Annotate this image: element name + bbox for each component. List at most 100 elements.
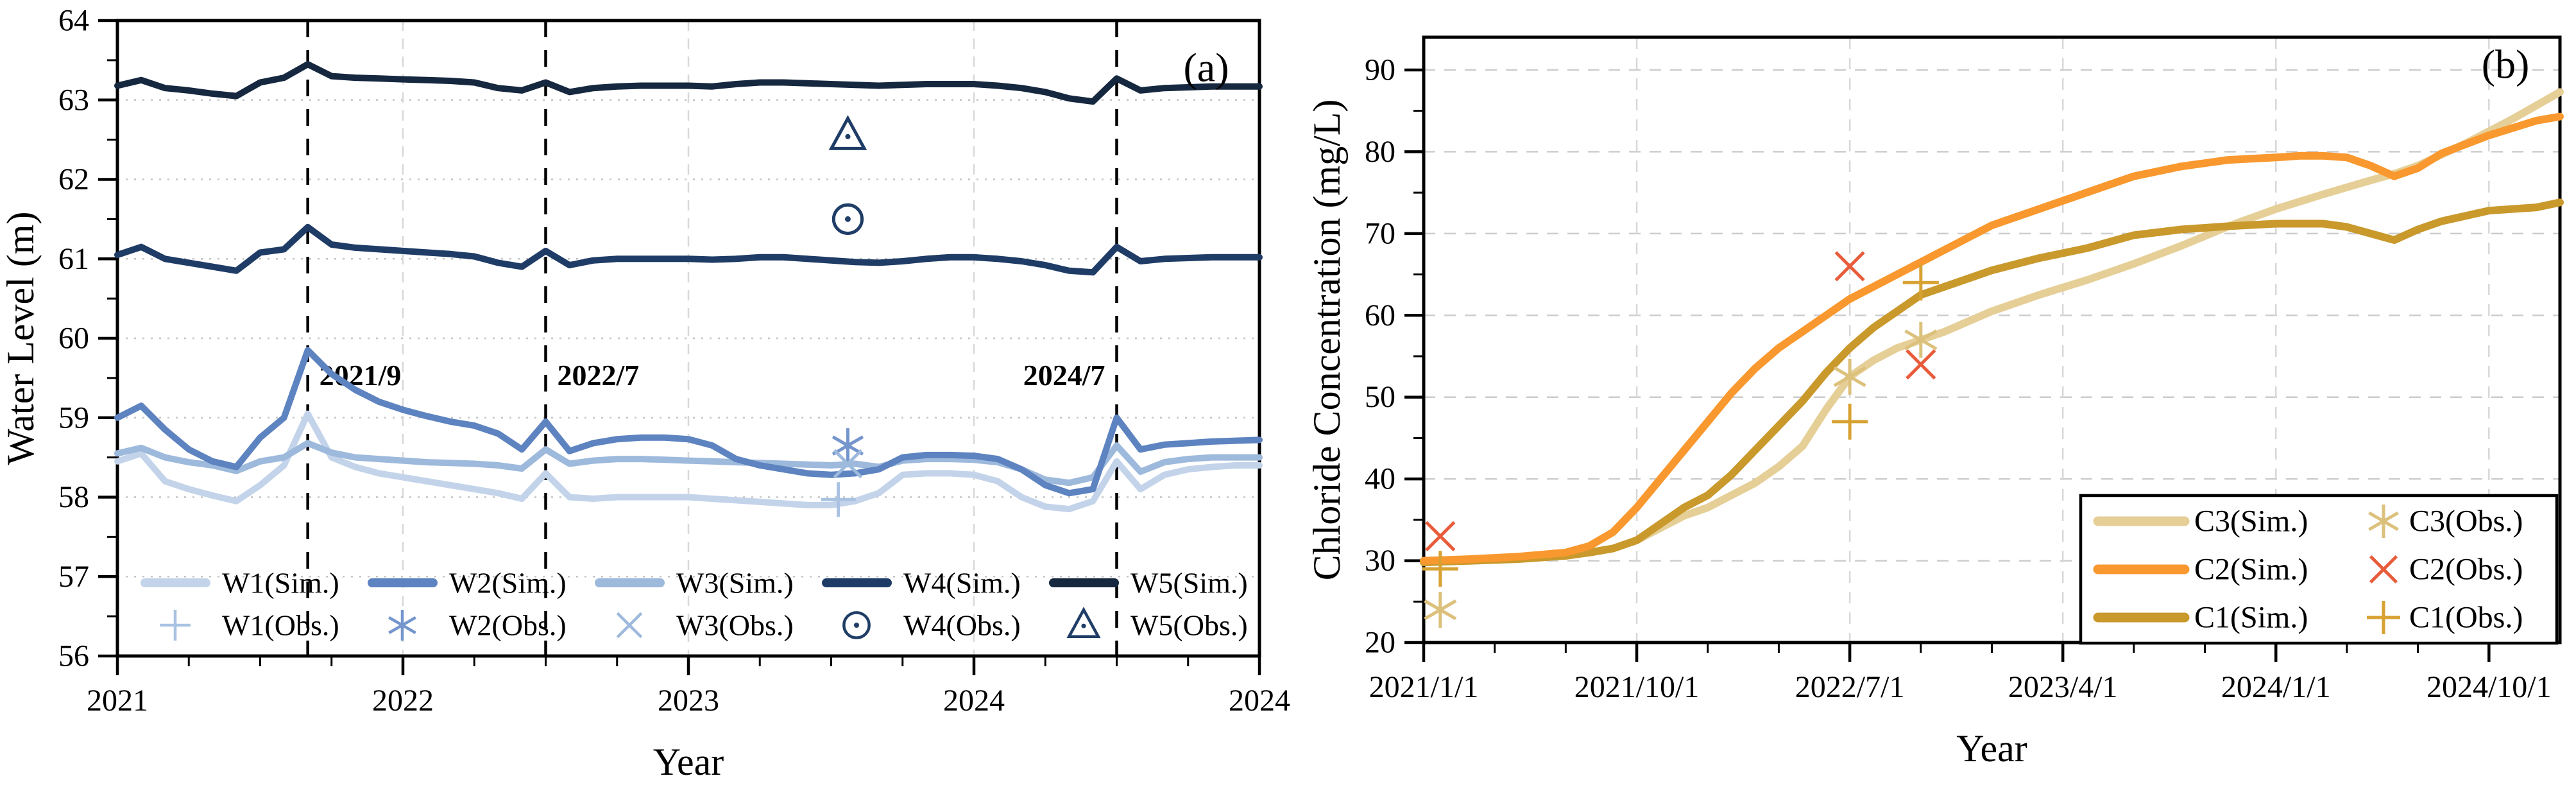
obs-marker-C3(Obs.) [1833,358,1866,395]
x-tick-label: 2021 [87,684,148,718]
obs-marker-W4(Obs.)-dot [844,216,851,222]
y-tick-label: 80 [1365,135,1395,169]
y-tick-label: 60 [1365,298,1395,332]
y-tick-label: 50 [1365,380,1395,414]
obs-marker-W2(Obs.) [832,428,864,463]
legend-label: C3(Sim.) [2194,505,2308,539]
x-tick-label: 2023/4/1 [2008,670,2118,704]
x-tick-label: 2023 [658,684,719,718]
y-tick-label: 61 [58,242,89,276]
x-tick-label: 2024 [943,684,1005,718]
legend-marker-W3(Obs.)-stroke [616,612,643,639]
legend-label: W3(Sim.) [676,567,794,600]
obs-marker-C1(Obs.) [1832,403,1868,440]
y-tick-label: 63 [58,83,89,117]
x-axis-title: Year [653,741,724,783]
obs-marker-W1(Obs.) [821,482,856,517]
panel-b: 20 30 40 50 60 70 80 90 2021/1/1 2021/10/1 2022/7/… [1306,35,2564,770]
legend-label: C2(Obs.) [2409,553,2523,587]
legend-label: W2(Obs.) [449,609,567,642]
series-line-W5(Sim.) [114,61,1263,105]
annotation-label: 2024/7 [1023,359,1105,392]
obs-marker-C3(Obs.) [1904,322,1938,358]
legend-label: C1(Obs.) [2409,601,2523,635]
x-tick-label: 2024 [1229,684,1290,718]
obs-marker-C1(Obs.) [1902,264,1939,301]
legend-label: W5(Sim.) [1130,567,1248,600]
obs-marker-W2(Obs.)-stroke [832,435,864,456]
y-tick-label: 30 [1365,544,1395,578]
obs-marker-C2(Obs.) [1906,349,1936,380]
y-tick-label: 70 [1365,216,1395,250]
x-tick-label: 2024/10/1 [2427,670,2552,704]
x-tick-label: 2022/7/1 [1795,670,1905,704]
obs-marker-W4(Obs.)-circle [832,203,864,236]
series-line-C1(Sim.) [1420,198,2564,567]
legend-label: C3(Obs.) [2409,505,2523,539]
y-tick-label: 60 [58,322,89,356]
legend-marker-C2(Obs.) [2369,555,2398,584]
series-line-C3(Sim.) [1420,88,2564,565]
y-tick-label: 20 [1365,626,1395,660]
obs-marker-C2(Obs.) [1834,251,1865,282]
legend-label: W2(Sim.) [449,567,567,600]
legend-marker-W4(Obs.) [842,611,871,639]
series-line-W4(Sim.) [114,223,1263,276]
obs-marker-W5(Obs.)-triangle [828,115,867,150]
obs-marker-W5(Obs.) [828,115,867,150]
obs-marker-C3(Obs.)-stroke [1424,599,1457,621]
legend-label: W1(Sim.) [222,567,339,600]
series-line-W1(Sim.) [114,410,1263,513]
y-tick-label: 56 [58,639,89,673]
x-tick-label: 2022 [372,684,434,718]
legend-label: W1(Obs.) [222,609,339,642]
panel-a: 56 57 58 59 60 61 62 63 64 2021 2022 2023 2024 2024 Ye… [0,4,1290,784]
y-axis-title: Chloride Concentration (mg/L) [1306,99,1348,581]
series-line-W2(Sim.) [114,347,1263,497]
obs-marker-W3(Obs.) [833,449,863,479]
y-tick-label: 40 [1365,462,1395,496]
y-tick-label: 59 [58,401,89,435]
obs-marker-C2(Obs.)-stroke [1834,251,1865,282]
legend-marker-W5(Obs.)-dot [1081,623,1086,628]
legend-label: W3(Obs.) [676,609,794,642]
legend-marker-W4(Obs.)-circle [842,611,871,639]
y-tick-label: 62 [58,162,89,196]
legend-marker-W5(Obs.) [1066,607,1101,639]
legend-label: C1(Sim.) [2194,601,2308,635]
obs-marker-C1(Obs.) [1422,551,1458,587]
obs-marker-C3(Obs.)-stroke [1904,329,1938,350]
legend-marker-C2(Obs.)-stroke [2369,555,2398,584]
y-tick-label: 57 [58,560,89,594]
x-tick-label: 2021/1/1 [1369,670,1479,704]
legend-marker-W1(Obs.) [160,610,191,641]
annotation-label: 2022/7 [558,359,640,392]
y-tick-label: 58 [58,480,89,514]
x-tick-label: 2021/10/1 [1574,670,1700,704]
obs-marker-C3(Obs.)-stroke [1833,366,1866,388]
legend-marker-W3(Obs.) [616,612,643,639]
obs-marker-W4(Obs.) [832,203,864,236]
series-line-C2(Sim.) [1420,112,2564,565]
y-tick-label: 64 [58,4,89,38]
panel-label: (b) [2482,42,2530,87]
y-axis-title: Water Level (m) [0,212,42,465]
y-tick-label: 90 [1365,53,1395,87]
legend-label: W4(Obs.) [903,609,1021,642]
legend-marker-C3(Obs.)-stroke [2368,511,2399,531]
obs-marker-C2(Obs.) [1425,521,1456,551]
legend-marker-C1(Obs.) [2367,601,2400,634]
legend-marker-W4(Obs.)-dot [853,622,860,628]
x-axis-title: Year [1956,727,2027,770]
obs-marker-C3(Obs.) [1424,592,1457,628]
obs-marker-C2(Obs.)-stroke [1906,349,1936,380]
x-tick-label: 2024/1/1 [2221,670,2331,704]
obs-marker-C2(Obs.)-stroke [1425,521,1456,551]
obs-marker-W5(Obs.)-dot [845,134,851,139]
obs-marker-W3(Obs.)-stroke [833,449,863,479]
legend-label: W4(Sim.) [903,567,1021,600]
panel-label: (a) [1183,45,1229,91]
legend-marker-W5(Obs.)-triangle [1066,607,1101,639]
